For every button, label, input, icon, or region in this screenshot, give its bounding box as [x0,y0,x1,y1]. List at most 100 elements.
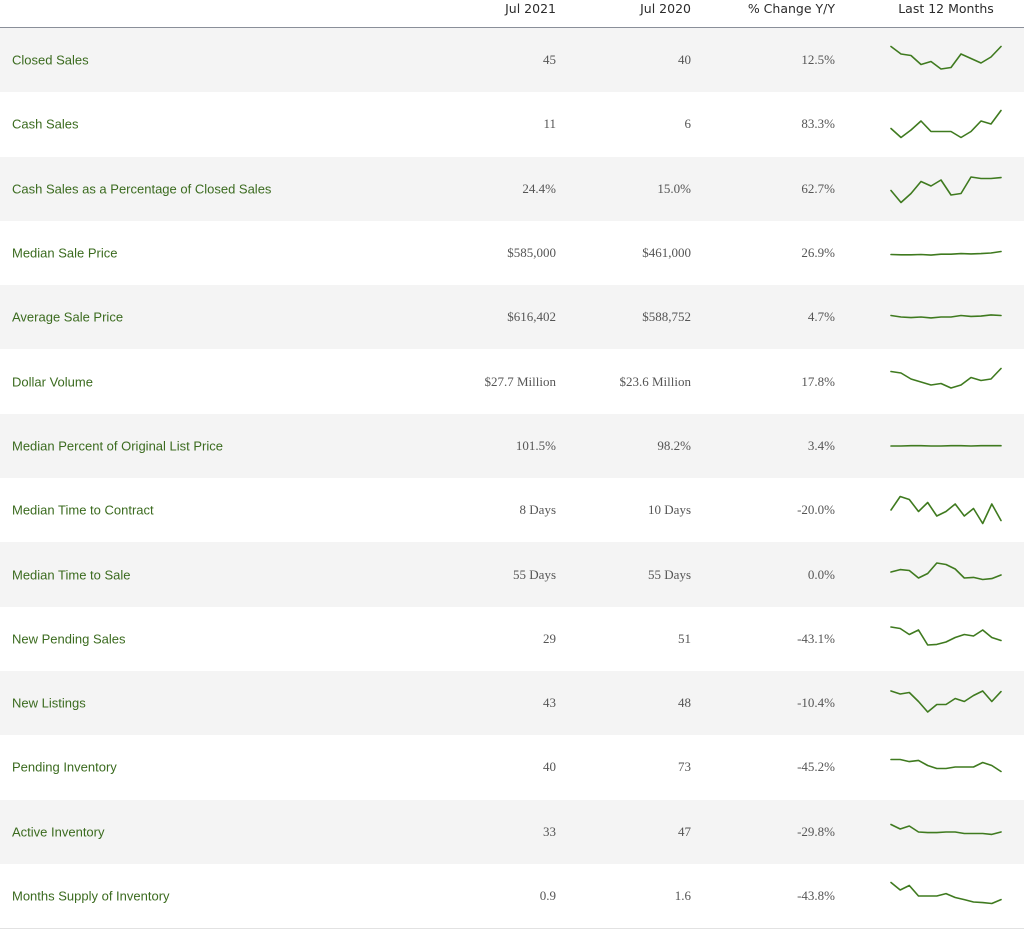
table-row: Median Percent of Original List Price 101… [0,413,1024,479]
value-percent-change: 83.3% [801,116,835,132]
sparkline-path [890,881,1002,905]
value-percent-change: -45.2% [797,759,835,775]
value-percent-change: -20.0% [797,502,835,518]
trend-sparkline [890,110,1002,139]
value-jul-2020: 47 [678,823,691,839]
value-jul-2021: $27.7 Million [484,373,556,389]
column-header-jul-2020: Jul 2020 [640,1,691,16]
sparkline-path [890,110,1002,139]
table-row: New Pending Sales 29 51 -43.1% [0,606,1024,671]
sparkline-path [890,45,1002,70]
metric-label: Dollar Volume [12,374,93,390]
value-jul-2020: 48 [678,695,691,711]
value-jul-2020: $461,000 [642,245,691,261]
value-percent-change: -43.8% [797,888,835,903]
metric-label: Average Sale Price [12,309,124,325]
table-row: Median Time to Sale 55 Days 55 Days 0.0% [0,542,1024,607]
table-row: Cash Sales 11 6 83.3% [0,92,1024,157]
value-percent-change: 4.7% [807,309,835,325]
value-jul-2021: 33 [543,823,556,839]
value-jul-2021: 101.5% [515,437,556,453]
value-jul-2020: $588,752 [642,309,691,325]
table-row: Active Inventory 33 47 -29.8% [0,799,1024,864]
table-row: Average Sale Price $616,402 $588,752 4.7% [0,285,1024,350]
metric-label: Median Time to Contract [12,502,154,518]
sparkline-path [890,759,1002,773]
value-jul-2020: 6 [684,116,692,132]
value-jul-2020: 51 [678,630,691,646]
value-jul-2021: 45 [543,52,556,68]
value-jul-2020: 10 Days [648,502,691,518]
table-row: Closed Sales 45 40 12.5% [0,28,1024,93]
metric-label: Median Sale Price [12,245,118,261]
table-bottom-divider [0,928,1024,930]
value-percent-change: 12.5% [801,52,835,68]
value-percent-change: 3.4% [807,437,835,453]
table-body: Closed Sales 45 40 12.5% Cash Sales 11 6 83.3% C… [0,28,1024,929]
metric-label: Pending Inventory [12,759,117,775]
trend-sparkline [890,626,1002,646]
value-percent-change: 17.8% [801,373,835,389]
value-jul-2020: 55 Days [648,566,691,582]
table-row: Pending Inventory 40 73 -45.2% [0,735,1024,800]
value-jul-2021: 43 [543,695,556,711]
trend-sparkline [890,250,1002,256]
sparkline-path [890,561,1002,580]
value-jul-2021: 0.9 [539,888,556,903]
value-jul-2021: $616,402 [507,309,556,325]
trend-sparkline [890,45,1002,70]
table-row: Median Time to Contract 8 Days 10 Days -20.… [0,478,1024,543]
value-jul-2021: 29 [543,630,556,646]
value-percent-change: 62.7% [801,180,835,196]
metric-label: Active Inventory [12,824,105,840]
trend-sparkline [890,495,1002,525]
column-header-change: % Change Y/Y [747,1,835,16]
trend-sparkline [890,444,1002,447]
sparkline-path [890,175,1002,204]
value-percent-change: 0.0% [807,566,835,582]
metric-label: New Listings [12,695,86,711]
sparkline-path [890,250,1002,256]
value-jul-2021: 40 [543,759,556,775]
metric-label: Median Percent of Original List Price [12,438,223,454]
sparkline-path [890,690,1002,713]
value-jul-2020: 73 [678,759,691,775]
trend-sparkline [890,823,1002,835]
column-header-jul-2021: Jul 2021 [505,1,556,16]
table-row: New Listings 43 48 -10.4% [0,670,1024,736]
value-jul-2020: $23.6 Million [619,373,691,389]
table-row: Median Sale Price $585,000 $461,000 26.9% [0,220,1024,286]
metric-label: Cash Sales as a Percentage of Closed Sal… [12,181,272,197]
value-jul-2021: 24.4% [522,180,556,196]
table-row: Cash Sales as a Percentage of Closed Sal… [0,156,1024,221]
trend-sparkline [890,881,1002,905]
trend-sparkline [890,561,1002,580]
value-jul-2021: 11 [543,116,556,132]
value-jul-2021: 55 Days [513,566,556,582]
trend-sparkline [890,367,1002,389]
sparkline-path [890,495,1002,525]
column-header-trend: Last 12 Months [898,1,994,16]
value-percent-change: 26.9% [801,245,835,261]
value-percent-change: -29.8% [797,823,835,839]
metric-label: Closed Sales [12,52,89,68]
table-row: Dollar Volume $27.7 Million $23.6 Million 1… [0,349,1024,414]
trend-sparkline [890,690,1002,713]
value-jul-2020: 1.6 [674,888,691,903]
trend-sparkline [890,759,1002,773]
table-header: Jul 2021 Jul 2020 % Change Y/Y Last 12 M… [0,0,1024,28]
value-jul-2021: 8 Days [519,502,556,518]
sparkline-path [890,823,1002,835]
value-percent-change: -43.1% [797,630,835,646]
metric-label: Median Time to Sale [12,567,131,583]
metric-label: Months Supply of Inventory [12,888,170,904]
value-percent-change: -10.4% [797,695,835,711]
trend-sparkline [890,175,1002,204]
sparkline-path [890,367,1002,389]
sparkline-path [890,626,1002,646]
trend-sparkline [890,314,1002,320]
metric-label: Cash Sales [12,116,79,132]
value-jul-2021: $585,000 [507,245,556,261]
value-jul-2020: 15.0% [657,180,691,196]
table-row: Months Supply of Inventory 0.9 1.6 -43.8% [0,863,1024,929]
